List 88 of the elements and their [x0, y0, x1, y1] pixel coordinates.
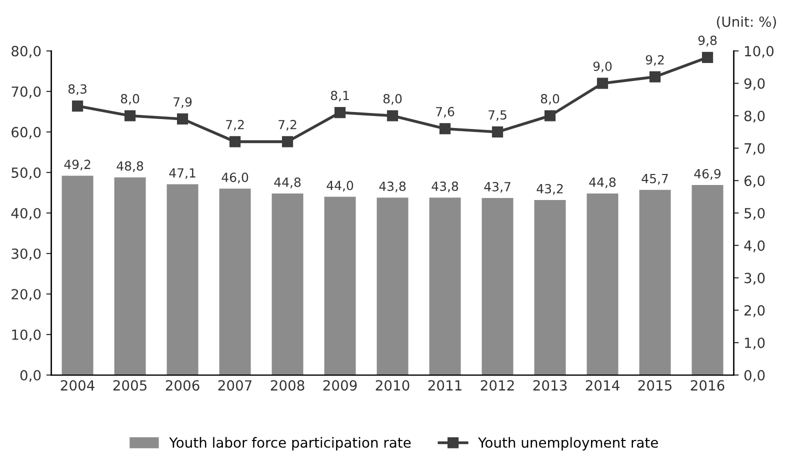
x-tick-label: 2006 [166, 380, 200, 391]
data-label: 46,0 [222, 172, 248, 184]
data-label: 43,8 [432, 182, 458, 192]
bar [692, 185, 724, 376]
legend-label: Youth labor force participation rate [169, 437, 411, 450]
x-tick-label: 2013 [533, 380, 567, 391]
bar [114, 177, 146, 376]
data-label: 43,7 [484, 182, 510, 193]
bar [272, 194, 304, 376]
y2-tick-label: 1,0 [745, 338, 765, 350]
bar [586, 194, 618, 376]
bar [324, 196, 356, 376]
data-label: 46,9 [694, 168, 721, 180]
point [492, 126, 504, 138]
y2-tick-label: 6,0 [744, 176, 765, 188]
point [334, 106, 346, 118]
bar [166, 184, 198, 376]
y2-tick-label: 9,0 [744, 78, 765, 90]
data-label: 44,8 [589, 177, 616, 188]
y-tick-label: 0,0 [20, 370, 41, 382]
point [72, 100, 84, 112]
y2-tick-label: 4,0 [744, 240, 765, 252]
data-label: 7,6 [436, 106, 454, 118]
data-label: 8,0 [383, 94, 402, 105]
data-label: 44,8 [274, 177, 301, 188]
x-tick-label: 2015 [638, 380, 672, 391]
text: (Unit: %) [716, 16, 776, 29]
point [282, 136, 294, 148]
x-tick-label: 2010 [376, 380, 410, 391]
point [124, 110, 136, 122]
data-label: 9,0 [593, 62, 612, 72]
data-label: 9,8 [698, 36, 717, 46]
y2-tick-label: 3,0 [744, 272, 765, 285]
data-label: 43,2 [536, 184, 563, 195]
data-label: 8,0 [540, 94, 560, 105]
data-label: 44,0 [326, 180, 354, 192]
data-label: 7,2 [278, 120, 296, 131]
data-label: 8,1 [330, 90, 349, 102]
bar [482, 198, 514, 376]
x-tick-label: 2007 [218, 380, 252, 391]
point [649, 71, 661, 82]
point [544, 110, 556, 122]
data-label: 49,2 [64, 160, 90, 170]
y-tick-label: 60,0 [12, 126, 41, 139]
point [596, 78, 608, 89]
data-label: 48,8 [116, 161, 144, 172]
x-tick-label: 2009 [323, 380, 357, 391]
y-tick-label: 80,0 [12, 46, 41, 58]
point [229, 136, 241, 148]
x-tick-label: 2014 [586, 380, 620, 391]
legend-label: Youth unemployment rate [478, 437, 658, 450]
y2-tick-label: 2,0 [744, 305, 765, 318]
data-label: 7,2 [226, 120, 244, 131]
y-tick-label: 30,0 [12, 248, 41, 260]
point [386, 110, 398, 122]
bar [534, 200, 566, 376]
point [176, 113, 188, 125]
y2-tick-label: 0,0 [744, 370, 765, 382]
y2-tick-label: 5,0 [744, 208, 765, 220]
bar [376, 198, 408, 376]
bar [639, 190, 671, 376]
y2-tick-label: 7,0 [744, 143, 765, 156]
data-label: 7,9 [174, 97, 192, 108]
x-tick-label: 2011 [428, 380, 462, 391]
y-tick-label: 70,0 [12, 86, 41, 98]
data-label: 7,5 [488, 110, 506, 121]
x-tick-label: 2005 [113, 380, 146, 391]
point [702, 52, 714, 63]
x-tick-label: 2008 [270, 380, 304, 391]
x-tick-label: 2016 [690, 380, 724, 391]
data-label: 47,1 [169, 168, 196, 179]
data-label: 45,7 [642, 174, 668, 185]
bar [62, 176, 94, 376]
bar [429, 198, 461, 376]
bar [219, 188, 251, 376]
data-label: 8,3 [68, 84, 86, 95]
x-tick-label: 2004 [60, 380, 94, 391]
y-tick-label: 20,0 [12, 288, 41, 301]
data-label: 43,8 [379, 182, 406, 192]
y2-tick-label: 8,0 [744, 110, 765, 123]
y2-tick-label: 10,0 [745, 46, 774, 58]
y-tick-label: 50,0 [12, 167, 41, 180]
data-label: 8,0 [120, 94, 140, 105]
y-tick-label: 10,0 [12, 329, 41, 342]
data-label: 9,2 [646, 55, 664, 66]
point [439, 123, 451, 134]
x-tick-label: 2012 [480, 380, 514, 391]
y-tick-label: 40,0 [11, 208, 41, 220]
